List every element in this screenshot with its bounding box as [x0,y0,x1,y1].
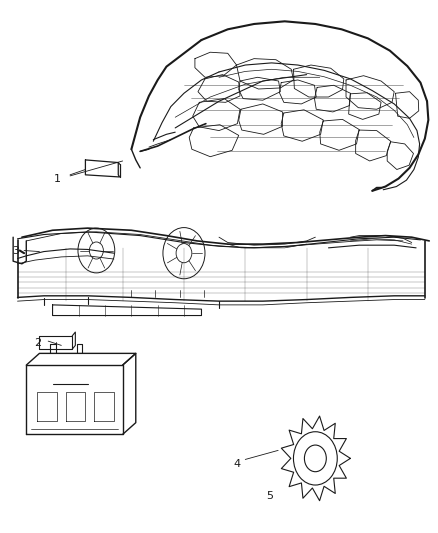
Text: 1: 1 [53,174,60,183]
Text: 5: 5 [266,491,273,500]
Text: 2: 2 [34,338,41,348]
Text: 3: 3 [12,246,19,255]
Text: 4: 4 [233,459,240,469]
Circle shape [304,445,326,472]
